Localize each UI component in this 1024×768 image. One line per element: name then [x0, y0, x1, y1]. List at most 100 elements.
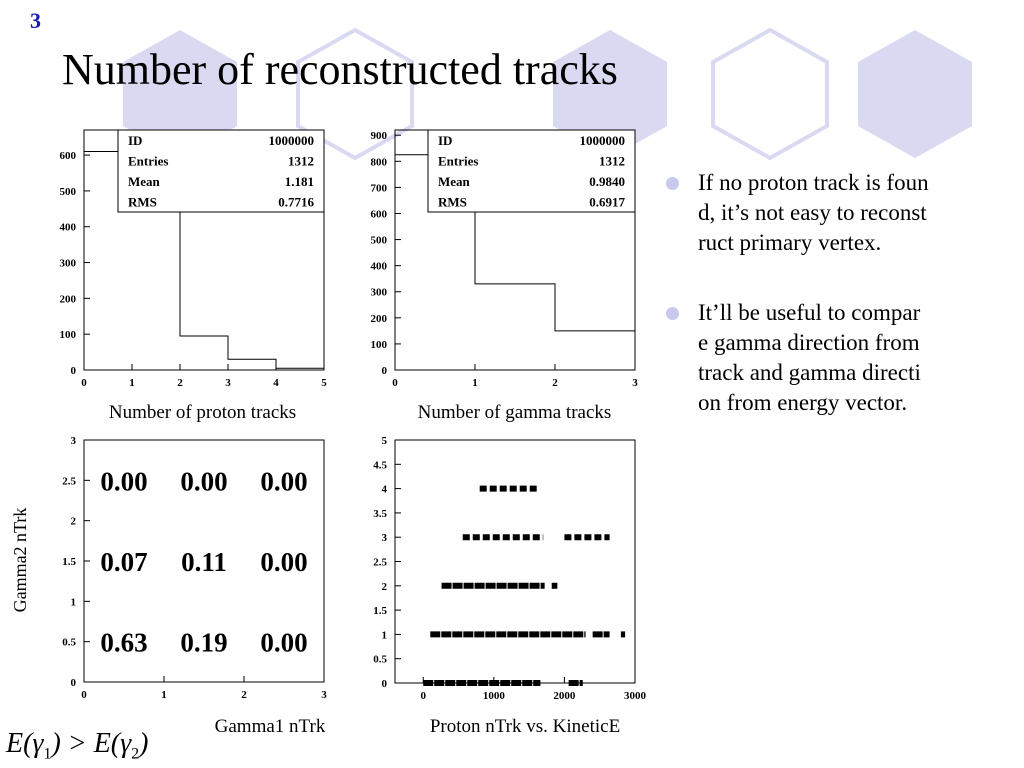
stats-value: 0.6917 [589, 195, 625, 210]
stats-value: 1312 [599, 154, 625, 169]
x-tick-label: 0 [81, 689, 87, 701]
x-tick-label: 3 [321, 689, 327, 701]
gamma-histogram-caption: Number of gamma tracks [417, 402, 612, 423]
stats-value: 1000000 [269, 133, 315, 148]
stats-value: 1.181 [285, 174, 314, 189]
stats-key: ID [438, 133, 452, 148]
bullet-line: If no proton track is foun [698, 170, 929, 195]
formula-end: ) [139, 728, 149, 759]
table-cell-value: 0.00 [260, 628, 307, 658]
formula-sub-1: 1 [43, 745, 52, 763]
bullet-line: ruct primary vertex. [698, 230, 882, 255]
stats-key: Mean [438, 174, 471, 189]
y-tick-label: 2 [71, 516, 77, 528]
bullet-line: It’ll be useful to compar [698, 300, 921, 325]
plot-frame [394, 439, 636, 684]
x-tick-label: 3000 [624, 690, 647, 702]
x-tick-label: 3 [632, 377, 638, 389]
y-tick-label: 500 [371, 235, 388, 247]
y-tick-label: 600 [371, 208, 388, 220]
stats-key: ID [128, 133, 142, 148]
slide-title: Number of reconstructed tracks [62, 45, 618, 94]
y-tick-label: 0 [382, 365, 388, 377]
x-tick-label: 5 [321, 377, 327, 389]
gamma1-ntrk-caption: Gamma1 nTrk [214, 716, 326, 737]
table-cell-value: 0.00 [100, 466, 147, 496]
y-tick-label: 600 [60, 150, 77, 162]
y-tick-label: 300 [371, 287, 388, 299]
y-tick-label: 0 [71, 677, 77, 689]
y-tick-label: 1 [71, 596, 77, 608]
table-cell-value: 0.63 [100, 628, 147, 658]
stats-value: 1000000 [580, 133, 626, 148]
y-tick-label: 3.5 [373, 508, 387, 520]
x-tick-label: 4 [273, 377, 279, 389]
proton-kinetic-scatter-plot: 0 1000 2000 3000 0 0.5 1 1.5 2 2.5 3 3.5 4 4.5 5 [373, 435, 647, 702]
y-tick-label: 700 [371, 182, 388, 194]
x-tick-label: 2 [177, 377, 183, 389]
gamma-ntrk-table-plot: 0 1 2 3 0 0.5 1 1.5 2 2.5 3 0.00 0.00 0.00 0.07 0.11 0.0… [10, 435, 327, 701]
stats-key: RMS [128, 195, 157, 210]
x-tick-label: 2 [241, 689, 247, 701]
table-cell-value: 0.00 [260, 466, 307, 496]
x-tick-label: 2 [552, 377, 558, 389]
y-tick-label: 0 [71, 365, 77, 377]
stats-value: 1312 [288, 154, 314, 169]
y-tick-label: 2.5 [62, 475, 76, 487]
stats-value: 0.7716 [278, 195, 314, 210]
bullet-item: It’ll be useful to compar e gamma direct… [662, 298, 1017, 418]
y-tick-label: 100 [371, 339, 388, 351]
hexagon-decor-4 [711, 27, 829, 161]
table-cell-value: 0.19 [180, 628, 227, 658]
y-tick-label: 0.5 [62, 637, 76, 649]
bullet-line: track and gamma directi [698, 360, 921, 385]
bullet-dot-icon [666, 177, 679, 190]
y-tick-label: 800 [371, 156, 388, 168]
stats-key: Entries [128, 154, 168, 169]
bullet-line: d, it’s not easy to reconst [698, 200, 927, 225]
x-tick-label: 1 [472, 377, 478, 389]
x-tick-label: 0 [392, 377, 398, 389]
x-tick-label: 3 [225, 377, 231, 389]
y-tick-label: 1.5 [373, 605, 387, 617]
y-tick-label: 0 [382, 678, 388, 690]
formula-lhs: E(γ [6, 728, 44, 759]
y-tick-label: 1.5 [62, 556, 76, 568]
bullet-list: If no proton track is foun d, it’s not e… [662, 168, 1017, 458]
bullet-line: e gamma direction from [698, 330, 920, 355]
table-cell-value: 0.00 [180, 466, 227, 496]
x-tick-label: 1000 [483, 690, 506, 702]
y-tick-label: 1 [382, 629, 388, 641]
hexagon-decor-1 [123, 30, 237, 158]
y-tick-label: 5 [382, 435, 388, 447]
stats-value: 0.9840 [589, 174, 625, 189]
y-tick-label: 2.5 [373, 557, 387, 569]
x-tick-label: 2000 [553, 690, 576, 702]
y-tick-label: 4.5 [373, 459, 387, 471]
y-tick-label: 200 [60, 293, 77, 305]
hexagon-decor-5 [858, 30, 972, 158]
y-tick-label: 2 [382, 581, 388, 593]
y-tick-label: 500 [60, 186, 77, 198]
y-axis-label: Gamma2 nTrk [10, 508, 30, 613]
x-tick-label: 1 [161, 689, 167, 701]
x-tick-label: 0 [420, 690, 426, 702]
y-tick-label: 3 [71, 435, 77, 447]
stats-key: Entries [438, 154, 478, 169]
stats-box [427, 129, 636, 213]
slide-number: 3 [30, 8, 41, 33]
y-tick-label: 100 [60, 329, 77, 341]
gamma-tracks-histogram: 0 1 2 3 0 100 200 300 400 500 600 700 800 900 ID 100000… [371, 129, 638, 389]
table-cell-value: 0.11 [181, 547, 227, 577]
bullet-line: on from energy vector. [698, 390, 908, 415]
bullet-item: If no proton track is foun d, it’s not e… [662, 168, 1017, 258]
x-tick-label: 0 [81, 377, 87, 389]
bullet-dot-icon [666, 307, 679, 320]
y-tick-label: 400 [60, 222, 77, 234]
proton-tracks-histogram: 0 1 2 3 4 5 0 100 200 300 400 500 600 ID 1000000 Entrie… [60, 129, 327, 389]
stats-box [117, 129, 325, 213]
y-tick-label: 3 [382, 532, 388, 544]
x-tick-label: 1 [129, 377, 135, 389]
y-tick-label: 900 [371, 130, 388, 142]
